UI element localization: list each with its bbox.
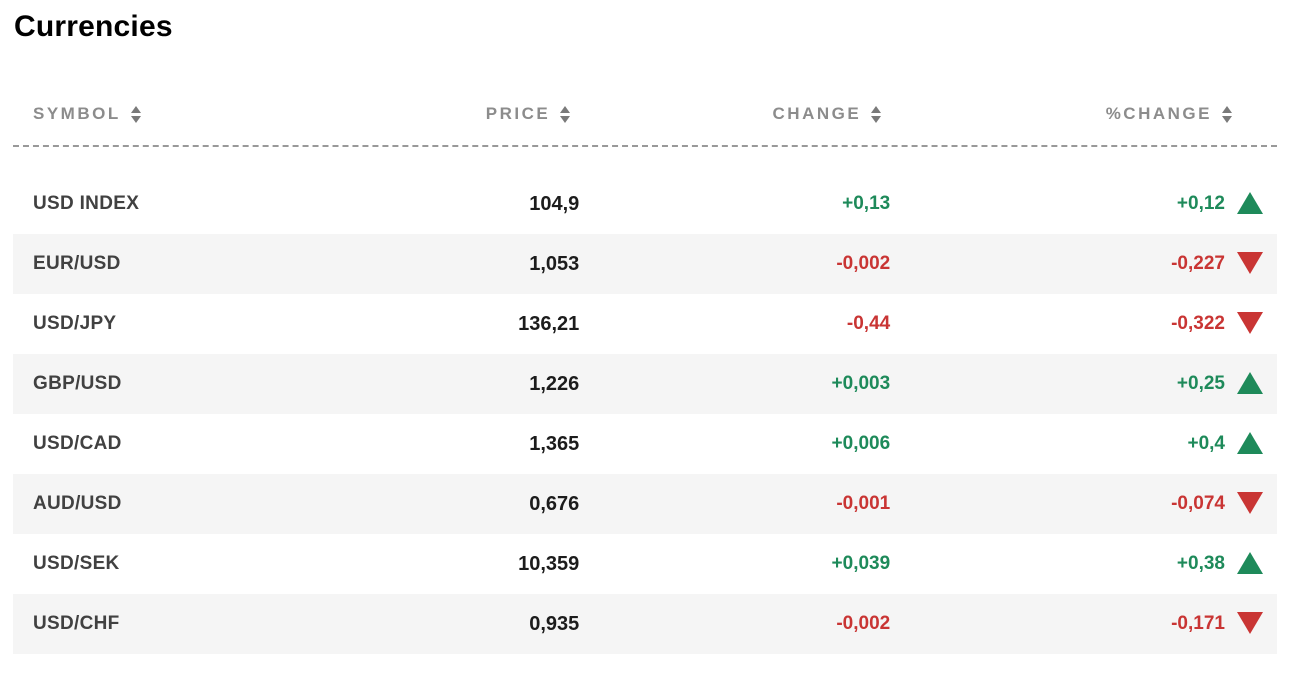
sort-arrows-icon [871, 105, 882, 123]
pct-change-cell: +0,25 [890, 372, 1277, 396]
pct-change-value: -0,171 [1171, 613, 1225, 634]
table-row[interactable]: USD/JPY 136,21 -0,44 -0,322 [13, 294, 1277, 354]
table-header-row: SYMBOL PRICE CHANGE %CHANGE [13, 104, 1277, 147]
sort-arrows-icon [130, 105, 141, 123]
symbol-cell: USD/JPY [33, 313, 117, 334]
pct-change-cell: -0,171 [890, 612, 1277, 635]
price-cell: 1,053 [529, 252, 580, 275]
change-cell: -0,44 [846, 313, 891, 334]
price-cell: 104,9 [529, 192, 580, 215]
sort-arrows-icon [560, 105, 571, 123]
up-arrow-icon [1236, 192, 1263, 214]
pct-change-cell: +0,4 [890, 432, 1277, 456]
up-arrow-icon [1236, 372, 1263, 394]
price-cell: 136,21 [518, 312, 580, 335]
currencies-table: SYMBOL PRICE CHANGE %CHANGE USD INDEX 10… [13, 104, 1277, 654]
pct-change-cell: +0,12 [890, 192, 1277, 216]
down-arrow-icon [1236, 492, 1263, 514]
table-row[interactable]: EUR/USD 1,053 -0,002 -0,227 [13, 234, 1277, 294]
table-row[interactable]: USD/CHF 0,935 -0,002 -0,171 [13, 594, 1277, 654]
table-row[interactable]: AUD/USD 0,676 -0,001 -0,074 [13, 474, 1277, 534]
column-header-label: SYMBOL [33, 104, 121, 123]
column-header-change[interactable]: CHANGE [579, 104, 890, 124]
down-arrow-icon [1236, 252, 1263, 274]
pct-change-cell: -0,227 [890, 252, 1277, 275]
table-row[interactable]: USD INDEX 104,9 +0,13 +0,12 [13, 174, 1277, 234]
change-cell: +0,039 [831, 553, 891, 574]
price-cell: 1,226 [529, 372, 580, 395]
pct-change-value: -0,074 [1171, 493, 1225, 514]
page-title: Currencies [14, 10, 173, 43]
change-cell: -0,002 [836, 613, 891, 634]
symbol-cell: USD/CAD [33, 433, 122, 454]
down-arrow-icon [1236, 312, 1263, 334]
price-cell: 0,676 [529, 492, 580, 515]
symbol-cell: GBP/USD [33, 373, 122, 394]
pct-change-cell: -0,074 [890, 492, 1277, 515]
symbol-cell: EUR/USD [33, 253, 121, 274]
up-arrow-icon [1236, 432, 1263, 454]
pct-change-value: -0,227 [1171, 253, 1225, 274]
pct-change-cell: -0,322 [890, 312, 1277, 335]
down-arrow-icon [1236, 612, 1263, 634]
up-arrow-icon [1236, 552, 1263, 574]
column-header-label: %CHANGE [1105, 104, 1212, 123]
price-cell: 0,935 [529, 612, 580, 635]
pct-change-value: +0,4 [1187, 433, 1225, 454]
table-row[interactable]: USD/CAD 1,365 +0,006 +0,4 [13, 414, 1277, 474]
symbol-cell: USD INDEX [33, 193, 140, 214]
pct-change-value: +0,25 [1176, 373, 1225, 394]
symbol-cell: USD/SEK [33, 553, 120, 574]
price-cell: 1,365 [529, 432, 580, 455]
column-header-pct-change[interactable]: %CHANGE [890, 104, 1277, 124]
symbol-cell: AUD/USD [33, 493, 122, 514]
column-header-symbol[interactable]: SYMBOL [13, 104, 266, 124]
change-cell: +0,006 [831, 433, 891, 454]
table-row[interactable]: GBP/USD 1,226 +0,003 +0,25 [13, 354, 1277, 414]
change-cell: +0,13 [842, 193, 891, 214]
change-cell: -0,001 [836, 493, 891, 514]
table-row[interactable]: USD/SEK 10,359 +0,039 +0,38 [13, 534, 1277, 594]
pct-change-value: +0,38 [1176, 553, 1225, 574]
change-cell: +0,003 [831, 373, 891, 394]
pct-change-value: -0,322 [1171, 313, 1225, 334]
column-header-label: CHANGE [772, 104, 862, 123]
symbol-cell: USD/CHF [33, 613, 120, 634]
table-body: USD INDEX 104,9 +0,13 +0,12 EUR/USD 1,05… [13, 147, 1277, 654]
sort-arrows-icon [1221, 105, 1232, 123]
column-header-price[interactable]: PRICE [266, 104, 579, 124]
change-cell: -0,002 [836, 253, 891, 274]
pct-change-value: +0,12 [1176, 193, 1225, 214]
column-header-label: PRICE [485, 104, 551, 123]
pct-change-cell: +0,38 [890, 552, 1277, 576]
price-cell: 10,359 [518, 552, 580, 575]
